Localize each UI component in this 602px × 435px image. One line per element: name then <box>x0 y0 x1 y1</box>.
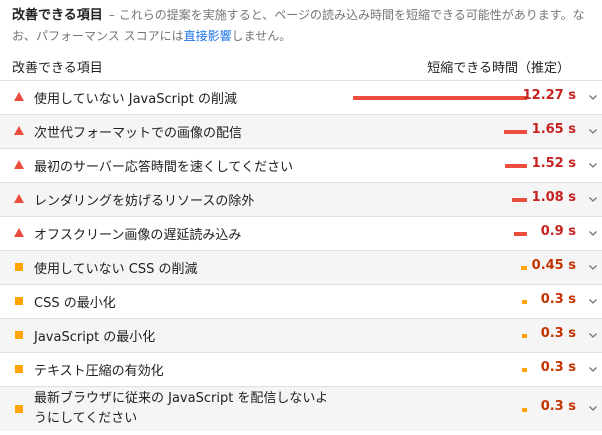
opportunities-intro: 改善できる項目 – これらの提案を実施すると、ページの読み込み時間を短縮できる可能性… <box>12 5 592 47</box>
chevron-down-icon[interactable] <box>588 194 598 204</box>
triangle-icon <box>14 160 24 169</box>
opportunity-row[interactable]: 使用していない JavaScript の削減 12.27 s <box>0 80 602 114</box>
savings-value: 0.3 s <box>540 326 576 341</box>
column-header-opportunity: 改善できる項目 <box>12 61 103 76</box>
opportunity-row[interactable]: 最初のサーバー応答時間を速くしてください 1.52 s <box>0 148 602 182</box>
opportunity-list: 使用していない JavaScript の削減 12.27 s 次世代フォーマットでの… <box>0 80 602 431</box>
opportunity-row[interactable]: CSS の最小化 0.3 s <box>0 284 602 318</box>
intro-text: これらの提案を実施すると、ページの読み込み時間を短縮できる可能性があります。なお… <box>12 8 585 43</box>
chevron-down-icon[interactable] <box>588 364 598 374</box>
savings-bar <box>522 408 527 412</box>
square-icon <box>15 405 23 413</box>
savings-value: 1.52 s <box>531 156 576 171</box>
savings-bar <box>522 368 527 372</box>
savings-bar <box>504 130 527 134</box>
triangle-icon <box>14 194 24 203</box>
savings-value: 0.9 s <box>540 224 576 239</box>
opportunity-label: テキスト圧縮の有効化 <box>34 364 164 379</box>
opportunity-label: CSS の最小化 <box>34 296 116 311</box>
chevron-down-icon[interactable] <box>588 92 598 102</box>
savings-bar <box>512 198 527 202</box>
chevron-down-icon[interactable] <box>588 296 598 306</box>
chevron-down-icon[interactable] <box>588 403 598 413</box>
section-title: 改善できる項目 <box>12 8 103 23</box>
opportunity-label: レンダリングを妨げるリソースの除外 <box>34 194 255 209</box>
chevron-down-icon[interactable] <box>588 330 598 340</box>
savings-value: 0.3 s <box>540 360 576 375</box>
savings-value: 1.08 s <box>531 190 576 205</box>
opportunity-label: オフスクリーン画像の遅延読み込み <box>34 228 242 243</box>
direct-impact-link[interactable]: 直接影響 <box>183 29 232 43</box>
chevron-down-icon[interactable] <box>588 262 598 272</box>
opportunity-label: 最新ブラウザに従来の JavaScript を配信しないようにしてください <box>34 391 329 426</box>
opportunity-label: 次世代フォーマットでの画像の配信 <box>34 126 243 141</box>
chevron-down-icon[interactable] <box>588 160 598 170</box>
savings-bar <box>505 164 527 168</box>
savings-value: 12.27 s <box>522 88 576 103</box>
opportunity-row[interactable]: 使用していない CSS の削減 0.45 s <box>0 250 602 284</box>
triangle-icon <box>14 126 24 135</box>
savings-bar <box>353 96 527 100</box>
opportunity-label: 最初のサーバー応答時間を速くしてください <box>34 160 294 175</box>
opportunity-label: 使用していない JavaScript の削減 <box>34 92 238 107</box>
savings-value: 1.65 s <box>531 122 576 137</box>
square-icon <box>15 263 23 271</box>
savings-bar <box>522 300 527 304</box>
savings-value: 0.3 s <box>540 399 576 414</box>
intro-text-end: しません。 <box>231 29 292 43</box>
opportunity-row[interactable]: テキスト圧縮の有効化 0.3 s <box>0 352 602 386</box>
title-dash: – <box>108 8 115 22</box>
square-icon <box>15 297 23 305</box>
opportunity-row[interactable]: 次世代フォーマットでの画像の配信 1.65 s <box>0 114 602 148</box>
savings-bar <box>514 232 527 236</box>
column-header-savings: 短縮できる時間（推定） <box>427 61 570 76</box>
opportunity-label: 使用していない CSS の削減 <box>34 262 198 277</box>
opportunity-row[interactable]: JavaScript の最小化 0.3 s <box>0 318 602 352</box>
savings-bar <box>522 334 527 338</box>
savings-value: 0.45 s <box>531 258 576 273</box>
opportunity-row[interactable]: 最新ブラウザに従来の JavaScript を配信しないようにしてください 0.3… <box>0 386 602 431</box>
triangle-icon <box>14 228 24 237</box>
chevron-down-icon[interactable] <box>588 126 598 136</box>
chevron-down-icon[interactable] <box>588 228 598 238</box>
column-header: 改善できる項目 短縮できる時間（推定） <box>12 54 592 78</box>
square-icon <box>15 365 23 373</box>
opportunity-row[interactable]: オフスクリーン画像の遅延読み込み 0.9 s <box>0 216 602 250</box>
opportunity-row[interactable]: レンダリングを妨げるリソースの除外 1.08 s <box>0 182 602 216</box>
opportunity-label: JavaScript の最小化 <box>34 330 156 345</box>
savings-value: 0.3 s <box>540 292 576 307</box>
square-icon <box>15 331 23 339</box>
triangle-icon <box>14 92 24 101</box>
savings-bar <box>521 266 527 270</box>
